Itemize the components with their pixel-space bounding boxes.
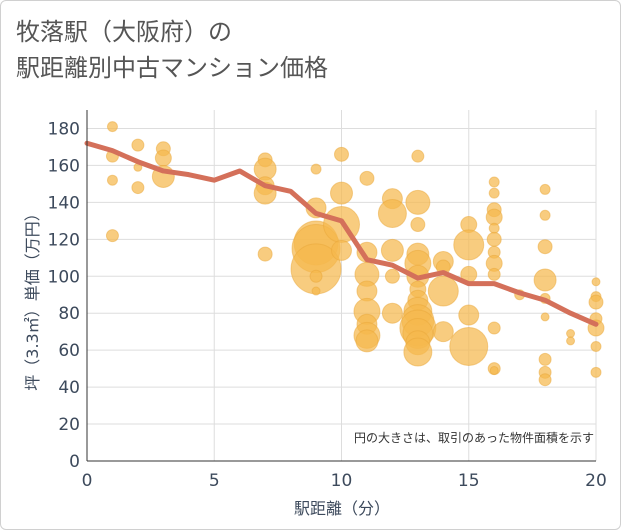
data-bubble [591,277,601,287]
data-bubble [432,321,454,343]
data-bubble [381,302,403,324]
y-tick-label: 140 [48,193,80,213]
y-axis-title: 坪（3.3㎡）単価（万円） [23,205,42,390]
data-bubble [538,373,552,387]
x-tick-label: 0 [82,471,93,491]
y-tick-label: 0 [69,452,80,472]
y-tick-label: 40 [58,378,80,398]
data-bubble [410,217,426,233]
axes [86,110,596,462]
x-tick-label: 10 [331,471,353,491]
data-bubble [453,229,485,261]
data-bubble [427,275,459,307]
trend-series [84,140,599,327]
data-bubble [458,304,480,326]
x-tick-label: 5 [209,471,220,491]
data-bubble [590,366,602,378]
bubble-series [105,121,605,387]
data-bubble [487,267,501,281]
data-bubble [486,231,502,247]
tick-labels: 0 20 40 60 80 100 120 140 160 180 0 5 10 15 20 [48,119,607,491]
y-tick-label: 100 [48,267,80,287]
y-tick-label: 160 [48,156,80,176]
data-bubble [588,294,604,310]
y-tick-label: 120 [48,230,80,250]
data-bubble [566,329,576,339]
chart-title: 牧落駅（大阪府）の 駅距離別中古マンション価格 [16,18,328,82]
data-bubble [257,246,273,262]
data-bubble [539,183,551,195]
average-price-line [84,140,599,327]
data-bubble [384,268,400,284]
y-tick-label: 80 [58,304,80,324]
data-bubble [405,189,431,215]
data-bubble [489,365,499,375]
data-bubble [566,336,576,346]
x-tick-label: 15 [458,471,480,491]
data-bubble [105,229,119,243]
y-tick-label: 180 [48,119,80,139]
data-bubble [590,340,602,352]
data-bubble [355,329,379,353]
y-tick-label: 20 [58,415,80,435]
data-bubble [334,146,349,162]
x-axis-title: 駅距離（分） [294,499,390,518]
data-bubble [488,176,500,188]
data-bubble [449,326,489,366]
data-bubble [331,239,352,261]
data-bubble [537,239,553,255]
size-note: 円の大きさは、取引のあった物件面積を示す [354,430,594,445]
data-bubble [310,163,322,175]
data-bubble [359,170,375,186]
data-bubble [106,174,118,186]
x-tick-label: 20 [585,471,607,491]
data-bubble [131,138,145,152]
data-bubble [403,337,433,367]
data-bubble [106,121,118,133]
data-bubble [154,149,172,167]
data-bubble [533,268,557,292]
data-bubble [540,312,550,322]
y-tick-label: 60 [58,341,80,361]
data-bubble [538,352,552,366]
data-bubble [330,181,353,205]
data-bubble [311,286,321,296]
data-bubble [487,321,501,335]
data-bubble [377,198,407,228]
data-bubble [411,149,425,163]
data-bubble [131,181,145,195]
data-bubble [309,269,323,283]
data-bubble [488,222,500,234]
data-bubble [539,209,551,221]
data-bubble [488,187,500,199]
data-bubble [380,238,404,262]
